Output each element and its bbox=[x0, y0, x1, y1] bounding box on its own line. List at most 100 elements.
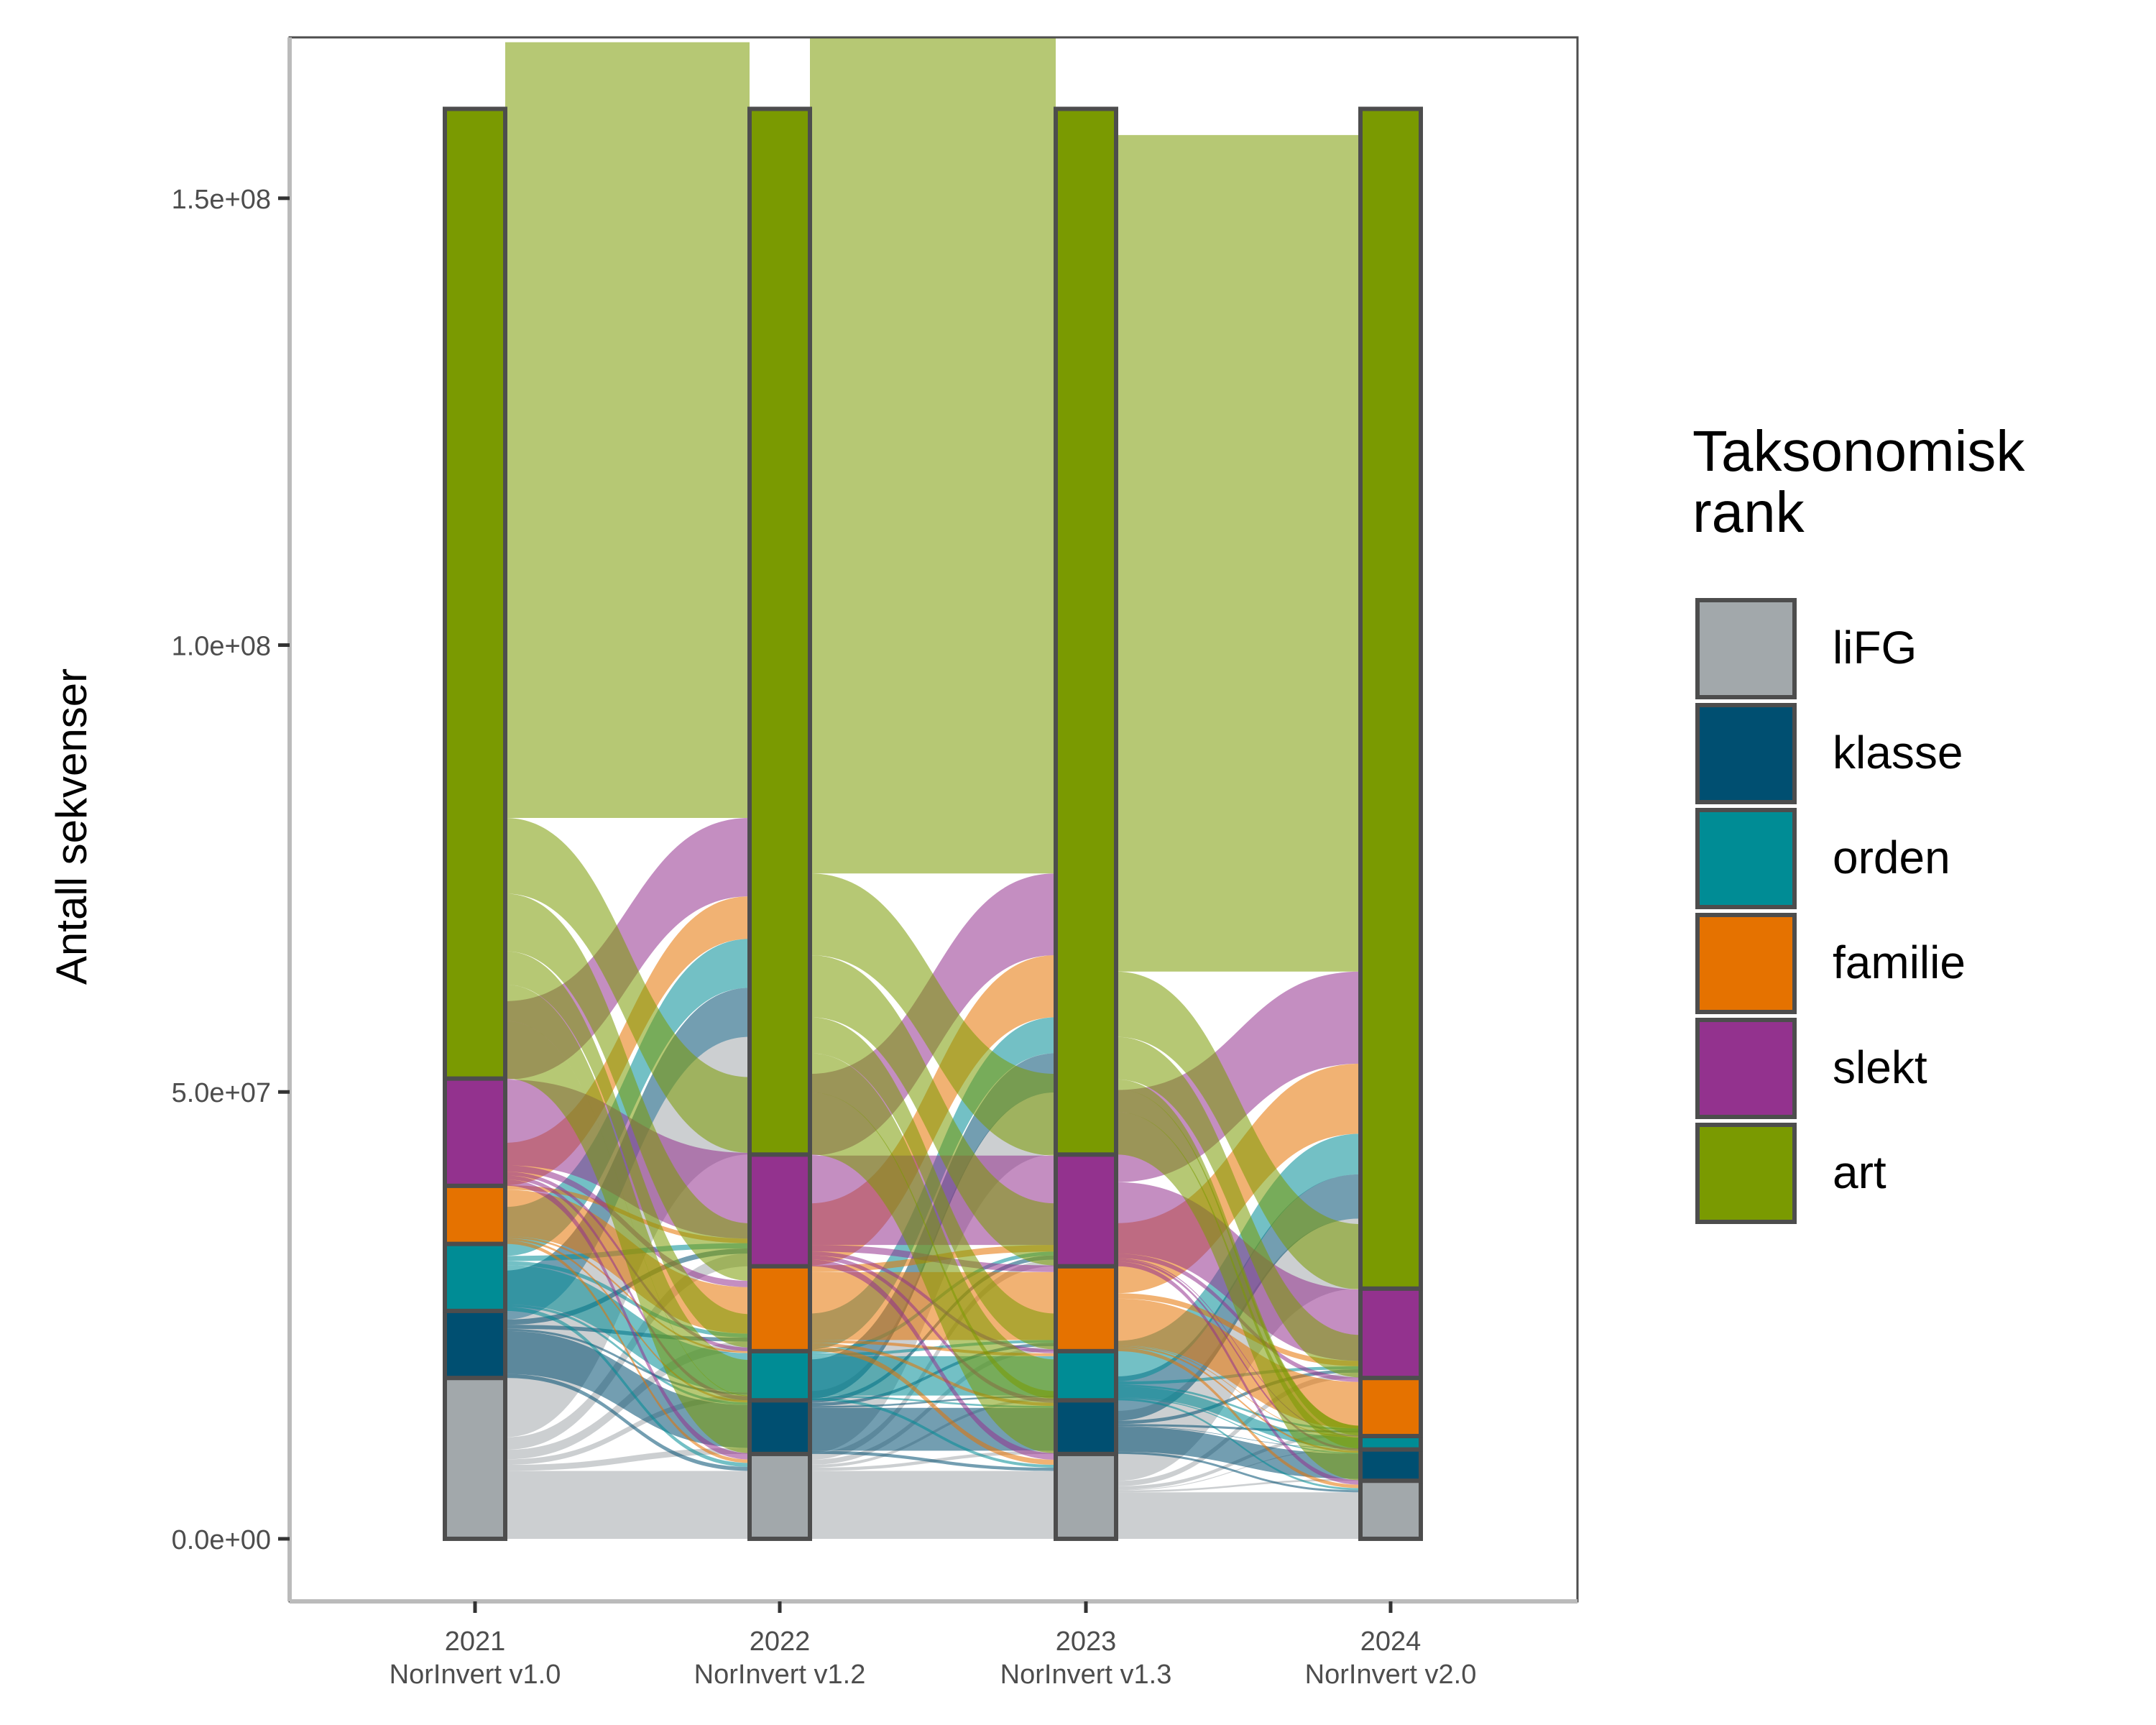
legend-key-familie bbox=[1695, 913, 1797, 1014]
stratum-2022-art bbox=[747, 106, 812, 1157]
stratum-2023-slekt bbox=[1054, 1152, 1118, 1269]
flow-liFG-to-liFG-2021 bbox=[505, 1471, 750, 1539]
stratum-2023-familie bbox=[1054, 1264, 1118, 1353]
stratum-2024-familie bbox=[1358, 1376, 1423, 1438]
flow-familie-to-klasse-2023 bbox=[1116, 1346, 1360, 1453]
legend-label-orden: orden bbox=[1833, 832, 1950, 883]
flow-orden-to-liFG-2021 bbox=[505, 1307, 750, 1467]
flow-art-to-orden-2021 bbox=[505, 951, 750, 1348]
flows-layer bbox=[505, 37, 1360, 1539]
flow-klasse-to-orden-2021 bbox=[505, 1328, 750, 1395]
flow-klasse-to-slekt-2023 bbox=[1116, 1369, 1360, 1425]
stratum-2021-liFG bbox=[443, 1376, 507, 1541]
flow-familie-to-slekt-2023 bbox=[1116, 1293, 1360, 1366]
legend-key-klasse bbox=[1695, 703, 1797, 804]
flow-art-to-familie-2023 bbox=[1116, 1036, 1360, 1378]
flow-art-to-slekt-2021 bbox=[505, 818, 750, 1153]
stratum-2024-liFG bbox=[1358, 1478, 1423, 1541]
flow-klasse-to-liFG-2022 bbox=[810, 1450, 1056, 1471]
stratum-2024-slekt bbox=[1358, 1286, 1423, 1381]
x-tick-label-version: NorInvert v2.0 bbox=[1305, 1660, 1477, 1690]
axes-layer: 0.0e+005.0e+071.0e+081.5e+082021NorInver… bbox=[172, 36, 1579, 1690]
stratum-2022-familie bbox=[747, 1264, 812, 1353]
flow-liFG-to-orden-2021 bbox=[505, 1394, 750, 1466]
stratum-2022-klasse bbox=[747, 1398, 812, 1456]
flow-familie-to-klasse-2022 bbox=[810, 1343, 1056, 1407]
stratum-2024-klasse bbox=[1358, 1447, 1423, 1484]
flow-orden-to-klasse-2022 bbox=[810, 1395, 1056, 1408]
flow-art-to-klasse-2022 bbox=[810, 1053, 1056, 1399]
flow-orden-to-klasse-2023 bbox=[1116, 1397, 1360, 1454]
strata-layer bbox=[443, 106, 1423, 1541]
legend-label-familie: familie bbox=[1833, 937, 1966, 988]
flow-klasse-to-liFG-2021 bbox=[505, 1374, 750, 1471]
stratum-2021-familie bbox=[443, 1183, 507, 1246]
y-tick-label: 1.5e+08 bbox=[172, 185, 271, 215]
x-tick-label-version: NorInvert v1.0 bbox=[390, 1660, 561, 1690]
legend-label-liFG: liFG bbox=[1833, 622, 1917, 673]
flow-art-to-klasse-2023 bbox=[1116, 1089, 1360, 1449]
legend-key-art bbox=[1695, 1123, 1797, 1224]
flow-art-to-klasse-2021 bbox=[505, 984, 750, 1397]
flow-slekt-to-liFG-2021 bbox=[505, 1179, 750, 1460]
flow-familie-to-art-2021 bbox=[505, 896, 750, 1186]
flow-art-to-slekt-2023 bbox=[1116, 971, 1360, 1289]
y-tick-label: 1.0e+08 bbox=[172, 632, 271, 662]
x-tick-label-year: 2024 bbox=[1360, 1627, 1422, 1657]
y-tick-label: 0.0e+00 bbox=[172, 1525, 271, 1555]
stratum-2024-art bbox=[1358, 106, 1423, 1291]
flow-familie-to-liFG-2022 bbox=[810, 1346, 1056, 1465]
legend-key-slekt bbox=[1695, 1018, 1797, 1119]
flow-slekt-to-orden-2023 bbox=[1116, 1258, 1360, 1437]
flow-liFG-to-liFG-2023 bbox=[1116, 1492, 1360, 1539]
x-tick-label-version: NorInvert v1.3 bbox=[1000, 1660, 1172, 1690]
flow-art-to-slekt-2022 bbox=[810, 873, 1056, 1156]
legend-label-slekt: slekt bbox=[1833, 1041, 1927, 1093]
flow-liFG-to-slekt-2023 bbox=[1116, 1372, 1360, 1486]
stratum-2021-art bbox=[443, 106, 507, 1081]
flow-art-to-art-2023 bbox=[1116, 134, 1360, 972]
legend-title: rank bbox=[1692, 480, 1805, 544]
flow-orden-to-familie-2023 bbox=[1116, 1384, 1360, 1431]
legend-label-klasse: klasse bbox=[1833, 727, 1963, 778]
x-tick-label-year: 2023 bbox=[1056, 1627, 1117, 1657]
flow-klasse-to-klasse-2023 bbox=[1116, 1426, 1360, 1479]
flow-art-to-familie-2022 bbox=[810, 954, 1056, 1266]
stratum-2023-liFG bbox=[1054, 1451, 1118, 1541]
flow-orden-to-liFG-2022 bbox=[810, 1397, 1056, 1468]
x-tick-label-version: NorInvert v1.2 bbox=[694, 1660, 866, 1690]
flow-liFG-to-klasse-2023 bbox=[1116, 1478, 1360, 1493]
flow-klasse-to-liFG-2023 bbox=[1116, 1451, 1360, 1493]
legend-key-orden bbox=[1695, 808, 1797, 909]
flow-art-to-art-2022 bbox=[810, 37, 1056, 874]
stratum-2021-klasse bbox=[443, 1308, 507, 1381]
flow-klasse-to-klasse-2021 bbox=[505, 1330, 750, 1448]
flow-slekt-to-klasse-2021 bbox=[505, 1175, 750, 1401]
flow-familie-to-orden-2021 bbox=[505, 1236, 750, 1353]
flow-slekt-to-klasse-2023 bbox=[1116, 1259, 1360, 1451]
stratum-2021-orden bbox=[443, 1241, 507, 1313]
legend-key-liFG bbox=[1695, 598, 1797, 699]
flow-familie-to-liFG-2021 bbox=[505, 1240, 750, 1463]
stratum-2023-art bbox=[1054, 106, 1118, 1157]
flow-slekt-to-klasse-2022 bbox=[810, 1255, 1056, 1403]
flow-art-to-orden-2022 bbox=[810, 1017, 1056, 1350]
stratum-2023-klasse bbox=[1054, 1398, 1118, 1456]
x-tick-label-year: 2021 bbox=[445, 1627, 506, 1657]
flow-orden-to-familie-2021 bbox=[505, 1261, 750, 1338]
y-axis-label: Antall sekvenser bbox=[47, 668, 96, 985]
legend-label-art: art bbox=[1833, 1146, 1886, 1198]
flow-art-to-liFG-2023 bbox=[1116, 1112, 1360, 1481]
flow-art-to-orden-2023 bbox=[1116, 1079, 1360, 1436]
stratum-2022-slekt bbox=[747, 1152, 812, 1269]
flow-orden-to-klasse-2021 bbox=[505, 1304, 750, 1405]
flow-slekt-to-liFG-2022 bbox=[810, 1259, 1056, 1460]
flow-art-to-liFG-2021 bbox=[505, 1021, 750, 1453]
flow-art-to-art-2021 bbox=[505, 42, 750, 819]
flow-liFG-to-orden-2023 bbox=[1116, 1448, 1360, 1491]
flow-familie-to-orden-2023 bbox=[1116, 1345, 1360, 1438]
flow-familie-to-liFG-2023 bbox=[1116, 1348, 1360, 1489]
stratum-2022-liFG bbox=[747, 1451, 812, 1541]
